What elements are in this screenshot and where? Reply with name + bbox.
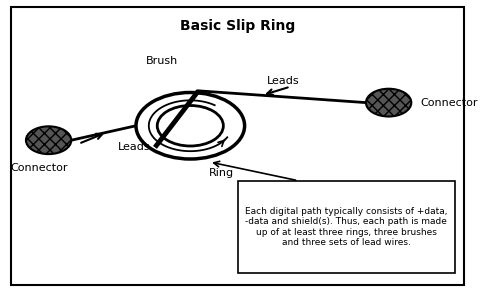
Circle shape	[366, 89, 411, 117]
Bar	[238, 181, 455, 273]
Circle shape	[157, 105, 223, 146]
Text: Connector: Connector	[421, 98, 478, 108]
Text: Connector: Connector	[10, 163, 68, 173]
Text: Leads: Leads	[118, 142, 150, 152]
Circle shape	[136, 93, 245, 159]
Text: Basic Slip Ring: Basic Slip Ring	[180, 19, 295, 33]
Text: Leads: Leads	[267, 76, 299, 86]
Text: Brush: Brush	[146, 56, 178, 67]
Circle shape	[26, 126, 71, 154]
Text: Ring: Ring	[209, 168, 234, 178]
Text: Each digital path typically consists of +data,
-data and shield(s). Thus, each p: Each digital path typically consists of …	[245, 207, 447, 247]
